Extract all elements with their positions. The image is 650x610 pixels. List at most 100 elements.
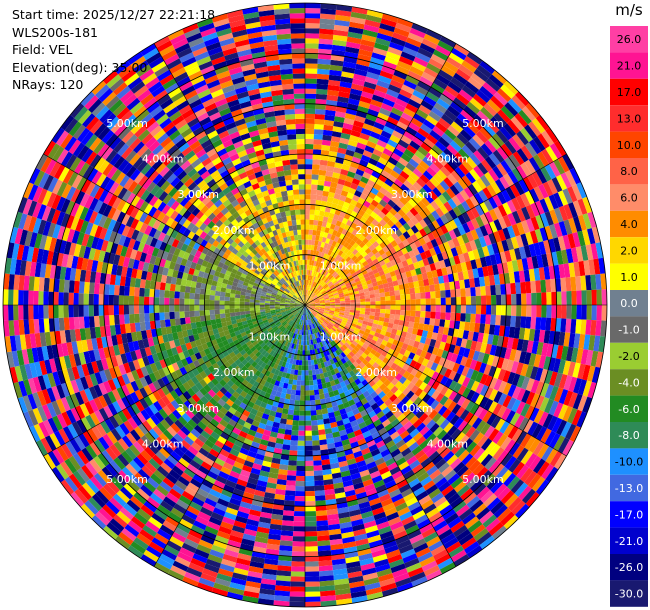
gate: [490, 314, 496, 325]
gate: [273, 333, 279, 339]
gate: [462, 330, 470, 340]
gate: [324, 428, 333, 435]
gate: [411, 406, 421, 416]
gate: [378, 27, 394, 37]
gate: [544, 430, 557, 446]
gate: [355, 280, 362, 286]
gate: [399, 348, 407, 356]
gate: [447, 273, 455, 283]
gate: [289, 358, 294, 365]
gate: [486, 305, 492, 315]
gate: [319, 159, 328, 166]
gate: [389, 313, 396, 320]
gate: [561, 345, 569, 361]
gate: [466, 495, 481, 509]
gate: [331, 384, 338, 392]
gate: [309, 307, 314, 311]
gate: [252, 436, 262, 444]
gate: [81, 464, 94, 480]
gate: [318, 215, 324, 222]
gate: [577, 198, 588, 215]
gate: [404, 41, 420, 53]
gate: [399, 88, 413, 99]
gate: [339, 408, 347, 416]
gate: [334, 116, 345, 123]
gate: [323, 423, 332, 430]
gate: [318, 429, 326, 436]
gate: [111, 388, 122, 401]
gate: [309, 300, 315, 303]
gate: [306, 319, 309, 325]
gate: [305, 516, 317, 522]
gate: [334, 311, 340, 315]
gate: [316, 358, 321, 365]
gate: [427, 387, 436, 397]
gate: [490, 500, 505, 515]
gate: [307, 295, 310, 301]
gate: [511, 223, 521, 237]
gate: [118, 531, 134, 546]
gate: [398, 320, 405, 326]
gate: [493, 112, 507, 127]
gate: [429, 318, 436, 326]
gate: [310, 354, 314, 361]
gate: [379, 312, 386, 318]
gate: [131, 369, 140, 381]
gate: [310, 318, 314, 324]
gate: [339, 370, 346, 377]
gate: [368, 318, 374, 324]
gate: [235, 515, 248, 524]
gate: [410, 233, 419, 243]
gate: [318, 352, 323, 359]
gate: [509, 412, 521, 426]
gate: [402, 408, 412, 418]
gate: [350, 514, 363, 522]
gate: [305, 365, 309, 371]
gate: [179, 403, 189, 413]
gate: [433, 520, 448, 532]
gate: [312, 310, 318, 315]
gate: [447, 105, 461, 118]
gate: [418, 323, 425, 331]
gate: [362, 452, 373, 461]
gate: [423, 531, 439, 543]
gate: [291, 551, 305, 557]
gate: [333, 294, 339, 298]
gate: [305, 138, 314, 145]
gate: [398, 56, 414, 66]
gate: [498, 325, 506, 337]
gate: [320, 330, 325, 336]
gate: [223, 329, 230, 336]
gate: [578, 260, 586, 277]
gate: [325, 433, 334, 440]
gate: [233, 348, 240, 356]
gate: [358, 100, 371, 109]
gate: [310, 292, 314, 297]
gate: [323, 253, 328, 259]
gate: [475, 227, 484, 239]
gate: [486, 119, 500, 134]
gate: [229, 497, 242, 507]
gate: [336, 319, 342, 324]
gate: [269, 337, 275, 343]
gate: [404, 399, 414, 409]
gate: [309, 300, 315, 304]
gate: [362, 478, 374, 487]
gate: [476, 507, 491, 521]
gate: [170, 565, 187, 577]
gate: [312, 159, 321, 165]
gate: [305, 301, 309, 305]
gate: [279, 349, 285, 356]
gate: [229, 351, 236, 359]
gate: [403, 337, 411, 345]
gate: [396, 479, 409, 489]
gate: [102, 380, 112, 393]
gate: [373, 207, 381, 215]
gate: [301, 314, 303, 320]
gate: [409, 140, 421, 151]
gate: [108, 415, 120, 429]
gate: [289, 314, 294, 319]
gate: [373, 289, 380, 294]
gate: [347, 287, 353, 291]
gate: [311, 312, 316, 317]
